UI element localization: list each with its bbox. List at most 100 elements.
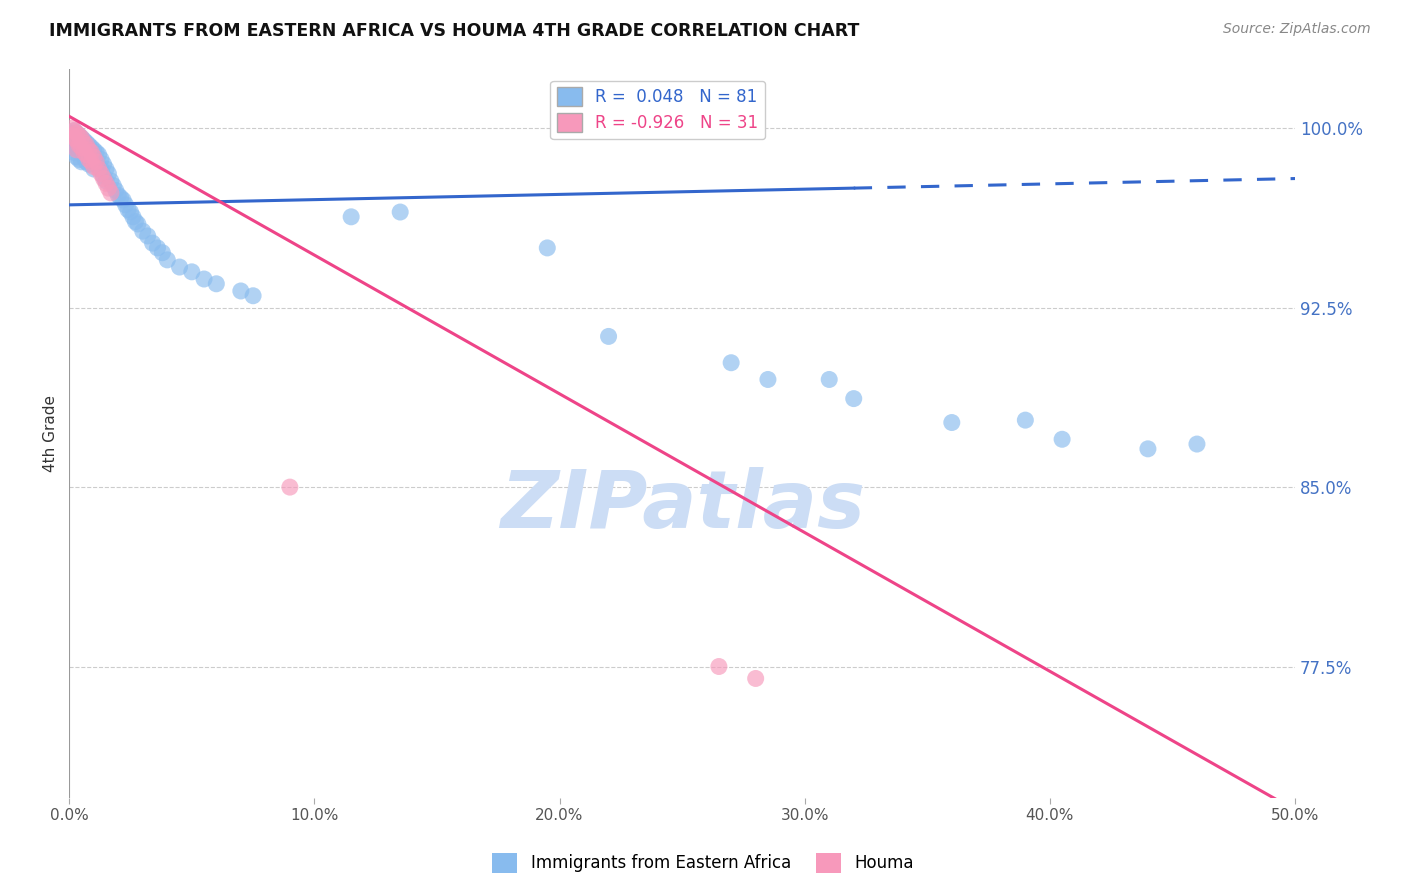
Point	[150, 245, 173, 260]
Point	[75, 154, 97, 169]
Point	[63, 124, 86, 138]
Point	[104, 184, 127, 198]
Point	[707, 659, 730, 673]
Point	[60, 133, 83, 147]
Point	[112, 193, 135, 207]
Point	[136, 229, 159, 244]
Point	[83, 153, 105, 167]
Point	[87, 161, 110, 176]
Point	[70, 131, 93, 145]
Point	[75, 147, 97, 161]
Point	[142, 236, 165, 251]
Text: Source: ZipAtlas.com: Source: ZipAtlas.com	[1223, 22, 1371, 37]
Point	[842, 392, 865, 406]
Point	[70, 138, 93, 153]
Point	[63, 145, 86, 160]
Point	[84, 145, 107, 160]
Point	[107, 188, 129, 202]
Point	[598, 329, 620, 343]
Point	[70, 131, 93, 145]
Point	[67, 143, 90, 157]
Legend: Immigrants from Eastern Africa, Houma: Immigrants from Eastern Africa, Houma	[485, 847, 921, 880]
Point	[193, 272, 215, 286]
Point	[744, 672, 766, 686]
Point	[1136, 442, 1159, 456]
Point	[114, 198, 136, 212]
Point	[180, 265, 202, 279]
Point	[70, 154, 93, 169]
Point	[93, 171, 115, 186]
Point	[80, 145, 103, 160]
Legend: R =  0.048   N = 81, R = -0.926   N = 31: R = 0.048 N = 81, R = -0.926 N = 31	[550, 80, 765, 139]
Point	[65, 133, 87, 147]
Point	[87, 147, 110, 161]
Point	[73, 133, 96, 147]
Point	[67, 128, 90, 143]
Point	[205, 277, 228, 291]
Point	[100, 186, 122, 200]
Point	[242, 289, 264, 303]
Point	[110, 191, 132, 205]
Point	[63, 138, 86, 153]
Point	[63, 124, 86, 138]
Point	[63, 131, 86, 145]
Point	[756, 372, 779, 386]
Point	[122, 210, 145, 224]
Point	[60, 128, 83, 143]
Point	[70, 140, 93, 154]
Point	[65, 150, 87, 164]
Point	[77, 153, 100, 167]
Point	[97, 167, 120, 181]
Point	[80, 150, 103, 164]
Point	[90, 153, 112, 167]
Point	[65, 133, 87, 147]
Point	[1014, 413, 1036, 427]
Point	[75, 145, 97, 160]
Point	[1050, 432, 1073, 446]
Point	[73, 136, 96, 150]
Point	[77, 147, 100, 161]
Point	[84, 154, 107, 169]
Point	[156, 252, 179, 267]
Point	[77, 157, 100, 171]
Point	[63, 131, 86, 145]
Point	[117, 202, 139, 217]
Point	[90, 167, 112, 181]
Point	[84, 154, 107, 169]
Point	[103, 178, 125, 193]
Point	[87, 160, 110, 174]
Text: IMMIGRANTS FROM EASTERN AFRICA VS HOUMA 4TH GRADE CORRELATION CHART: IMMIGRANTS FROM EASTERN AFRICA VS HOUMA …	[49, 22, 859, 40]
Point	[75, 136, 97, 150]
Point	[77, 138, 100, 153]
Point	[77, 143, 100, 157]
Point	[73, 145, 96, 160]
Point	[340, 210, 363, 224]
Point	[75, 138, 97, 153]
Point	[65, 126, 87, 140]
Point	[73, 143, 96, 157]
Point	[536, 241, 558, 255]
Point	[1185, 437, 1208, 451]
Point	[146, 241, 169, 255]
Point	[65, 126, 87, 140]
Point	[94, 174, 117, 188]
Point	[65, 140, 87, 154]
Point	[70, 145, 93, 160]
Point	[60, 140, 83, 154]
Point	[80, 140, 103, 154]
Point	[94, 177, 117, 191]
Point	[80, 154, 103, 169]
Point	[67, 128, 90, 143]
Point	[83, 161, 105, 176]
Point	[93, 169, 115, 183]
Point	[127, 217, 149, 231]
Point	[720, 356, 742, 370]
Point	[132, 224, 155, 238]
Point	[90, 161, 112, 176]
Point	[94, 161, 117, 176]
Y-axis label: 4th Grade: 4th Grade	[44, 395, 58, 472]
Point	[941, 416, 963, 430]
Point	[124, 214, 146, 228]
Point	[60, 126, 83, 140]
Point	[120, 205, 142, 219]
